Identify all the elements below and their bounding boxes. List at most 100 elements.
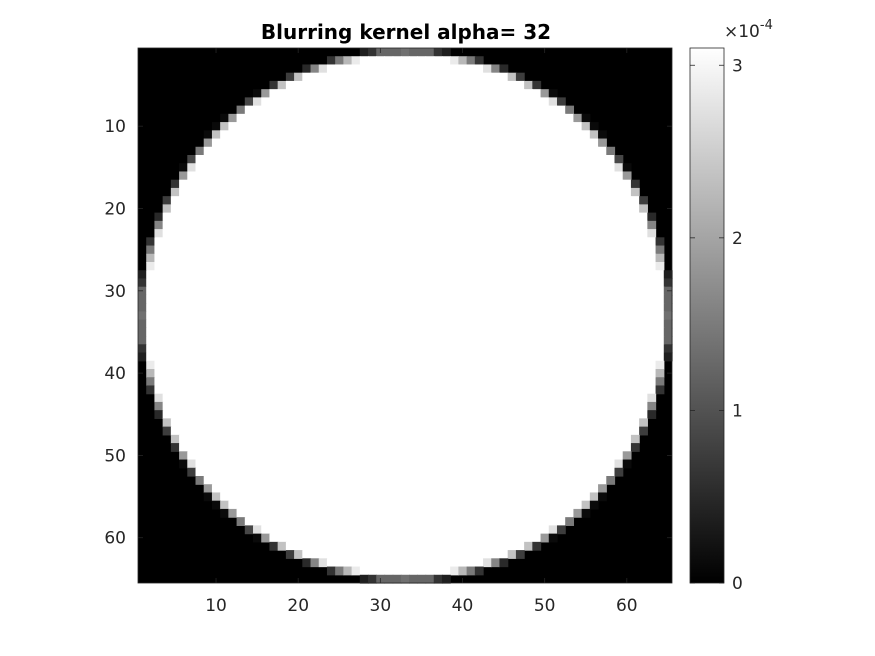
heatmap-cell xyxy=(589,410,599,419)
heatmap-cell xyxy=(335,270,344,280)
heatmap-cell xyxy=(556,360,566,370)
heatmap-cell xyxy=(384,418,394,428)
heatmap-cell xyxy=(540,130,550,140)
heatmap-cell xyxy=(392,122,402,131)
heatmap-cell xyxy=(351,451,361,461)
heatmap-cell xyxy=(483,418,492,428)
heatmap-cell xyxy=(441,517,451,526)
heatmap-cell xyxy=(647,303,657,312)
heatmap-cell xyxy=(655,344,665,354)
heatmap-cell xyxy=(359,410,369,419)
heatmap-cell xyxy=(343,426,353,436)
heatmap-cell xyxy=(540,105,550,115)
heatmap-cell xyxy=(195,204,205,214)
heatmap-cell xyxy=(483,253,492,263)
heatmap-cell xyxy=(376,369,386,378)
heatmap-cell xyxy=(228,237,238,247)
heatmap-cell xyxy=(244,122,254,131)
heatmap-cell xyxy=(409,558,418,568)
heatmap-cell xyxy=(515,196,525,205)
heatmap-cell xyxy=(425,533,435,543)
heatmap-cell xyxy=(548,262,558,271)
heatmap-cell xyxy=(630,303,640,312)
heatmap-cell xyxy=(450,360,459,370)
heatmap-cell xyxy=(450,467,459,477)
heatmap-cell xyxy=(392,418,402,428)
heatmap-cell xyxy=(335,550,344,559)
heatmap-cell xyxy=(359,286,369,296)
heatmap-cell xyxy=(359,237,369,247)
heatmap-cell xyxy=(425,418,435,428)
heatmap-cell xyxy=(400,64,410,74)
heatmap-cell xyxy=(499,262,509,271)
heatmap-cell xyxy=(581,229,591,238)
heatmap-cell xyxy=(663,352,673,362)
heatmap-cell xyxy=(507,369,517,378)
heatmap-cell xyxy=(630,319,640,329)
heatmap-cell xyxy=(179,311,188,321)
heatmap-cell xyxy=(203,344,213,354)
heatmap-cell xyxy=(433,64,443,74)
heatmap-cell xyxy=(466,237,476,247)
colorbar-tick-label: 2 xyxy=(732,229,743,249)
heatmap-cell xyxy=(466,245,476,255)
heatmap-cell xyxy=(540,434,550,444)
heatmap-cell xyxy=(474,443,484,452)
heatmap-cell xyxy=(622,270,632,280)
heatmap-cell xyxy=(556,459,566,469)
heatmap-cell xyxy=(195,187,205,197)
heatmap-cell xyxy=(474,558,484,568)
heatmap-cell xyxy=(277,443,287,452)
heatmap-cell xyxy=(253,426,262,436)
heatmap-cell xyxy=(211,426,221,436)
heatmap-cell xyxy=(483,319,492,329)
heatmap-cell xyxy=(515,525,525,535)
heatmap-cell xyxy=(540,97,550,107)
x-tick-label: 40 xyxy=(452,596,474,616)
heatmap-cell xyxy=(630,237,640,247)
heatmap-cell xyxy=(474,533,484,543)
heatmap-cell xyxy=(639,385,648,395)
heatmap-cell xyxy=(565,105,575,115)
heatmap-cell xyxy=(368,525,377,535)
heatmap-cell xyxy=(203,319,213,329)
heatmap-cell xyxy=(236,155,246,164)
heatmap-cell xyxy=(573,443,583,452)
heatmap-cell xyxy=(548,196,558,205)
heatmap-cell xyxy=(335,122,344,131)
heatmap-cell xyxy=(483,434,492,444)
heatmap-cell xyxy=(581,278,591,288)
heatmap-cell xyxy=(515,303,525,312)
heatmap-cell xyxy=(203,311,213,321)
heatmap-cell xyxy=(573,385,583,395)
heatmap-cell xyxy=(581,508,591,518)
heatmap-cell xyxy=(441,566,451,576)
heatmap-cell xyxy=(277,253,287,263)
heatmap-cell xyxy=(450,492,459,502)
heatmap-cell xyxy=(622,229,632,238)
heatmap-cell xyxy=(368,294,377,304)
heatmap-cell xyxy=(548,443,558,452)
heatmap-cell xyxy=(228,443,238,452)
heatmap-cell xyxy=(622,237,632,247)
heatmap-cell xyxy=(417,163,427,173)
heatmap-cell xyxy=(540,533,550,543)
heatmap-cell xyxy=(573,270,583,280)
heatmap-cell xyxy=(220,492,229,502)
heatmap-cell xyxy=(491,97,501,107)
heatmap-cell xyxy=(499,89,509,98)
heatmap-cell xyxy=(417,525,427,535)
heatmap-cell xyxy=(392,451,402,461)
heatmap-cell xyxy=(532,278,542,288)
heatmap-cell xyxy=(269,508,279,518)
heatmap-cell xyxy=(351,163,361,173)
heatmap-cell xyxy=(261,401,271,411)
heatmap-cell xyxy=(491,344,501,354)
heatmap-cell xyxy=(622,410,632,419)
heatmap-cell xyxy=(499,344,509,354)
heatmap-cell xyxy=(573,311,583,321)
heatmap-cell xyxy=(606,196,616,205)
heatmap-cell xyxy=(540,410,550,419)
heatmap-cell xyxy=(220,410,229,419)
heatmap-cell xyxy=(392,558,402,568)
